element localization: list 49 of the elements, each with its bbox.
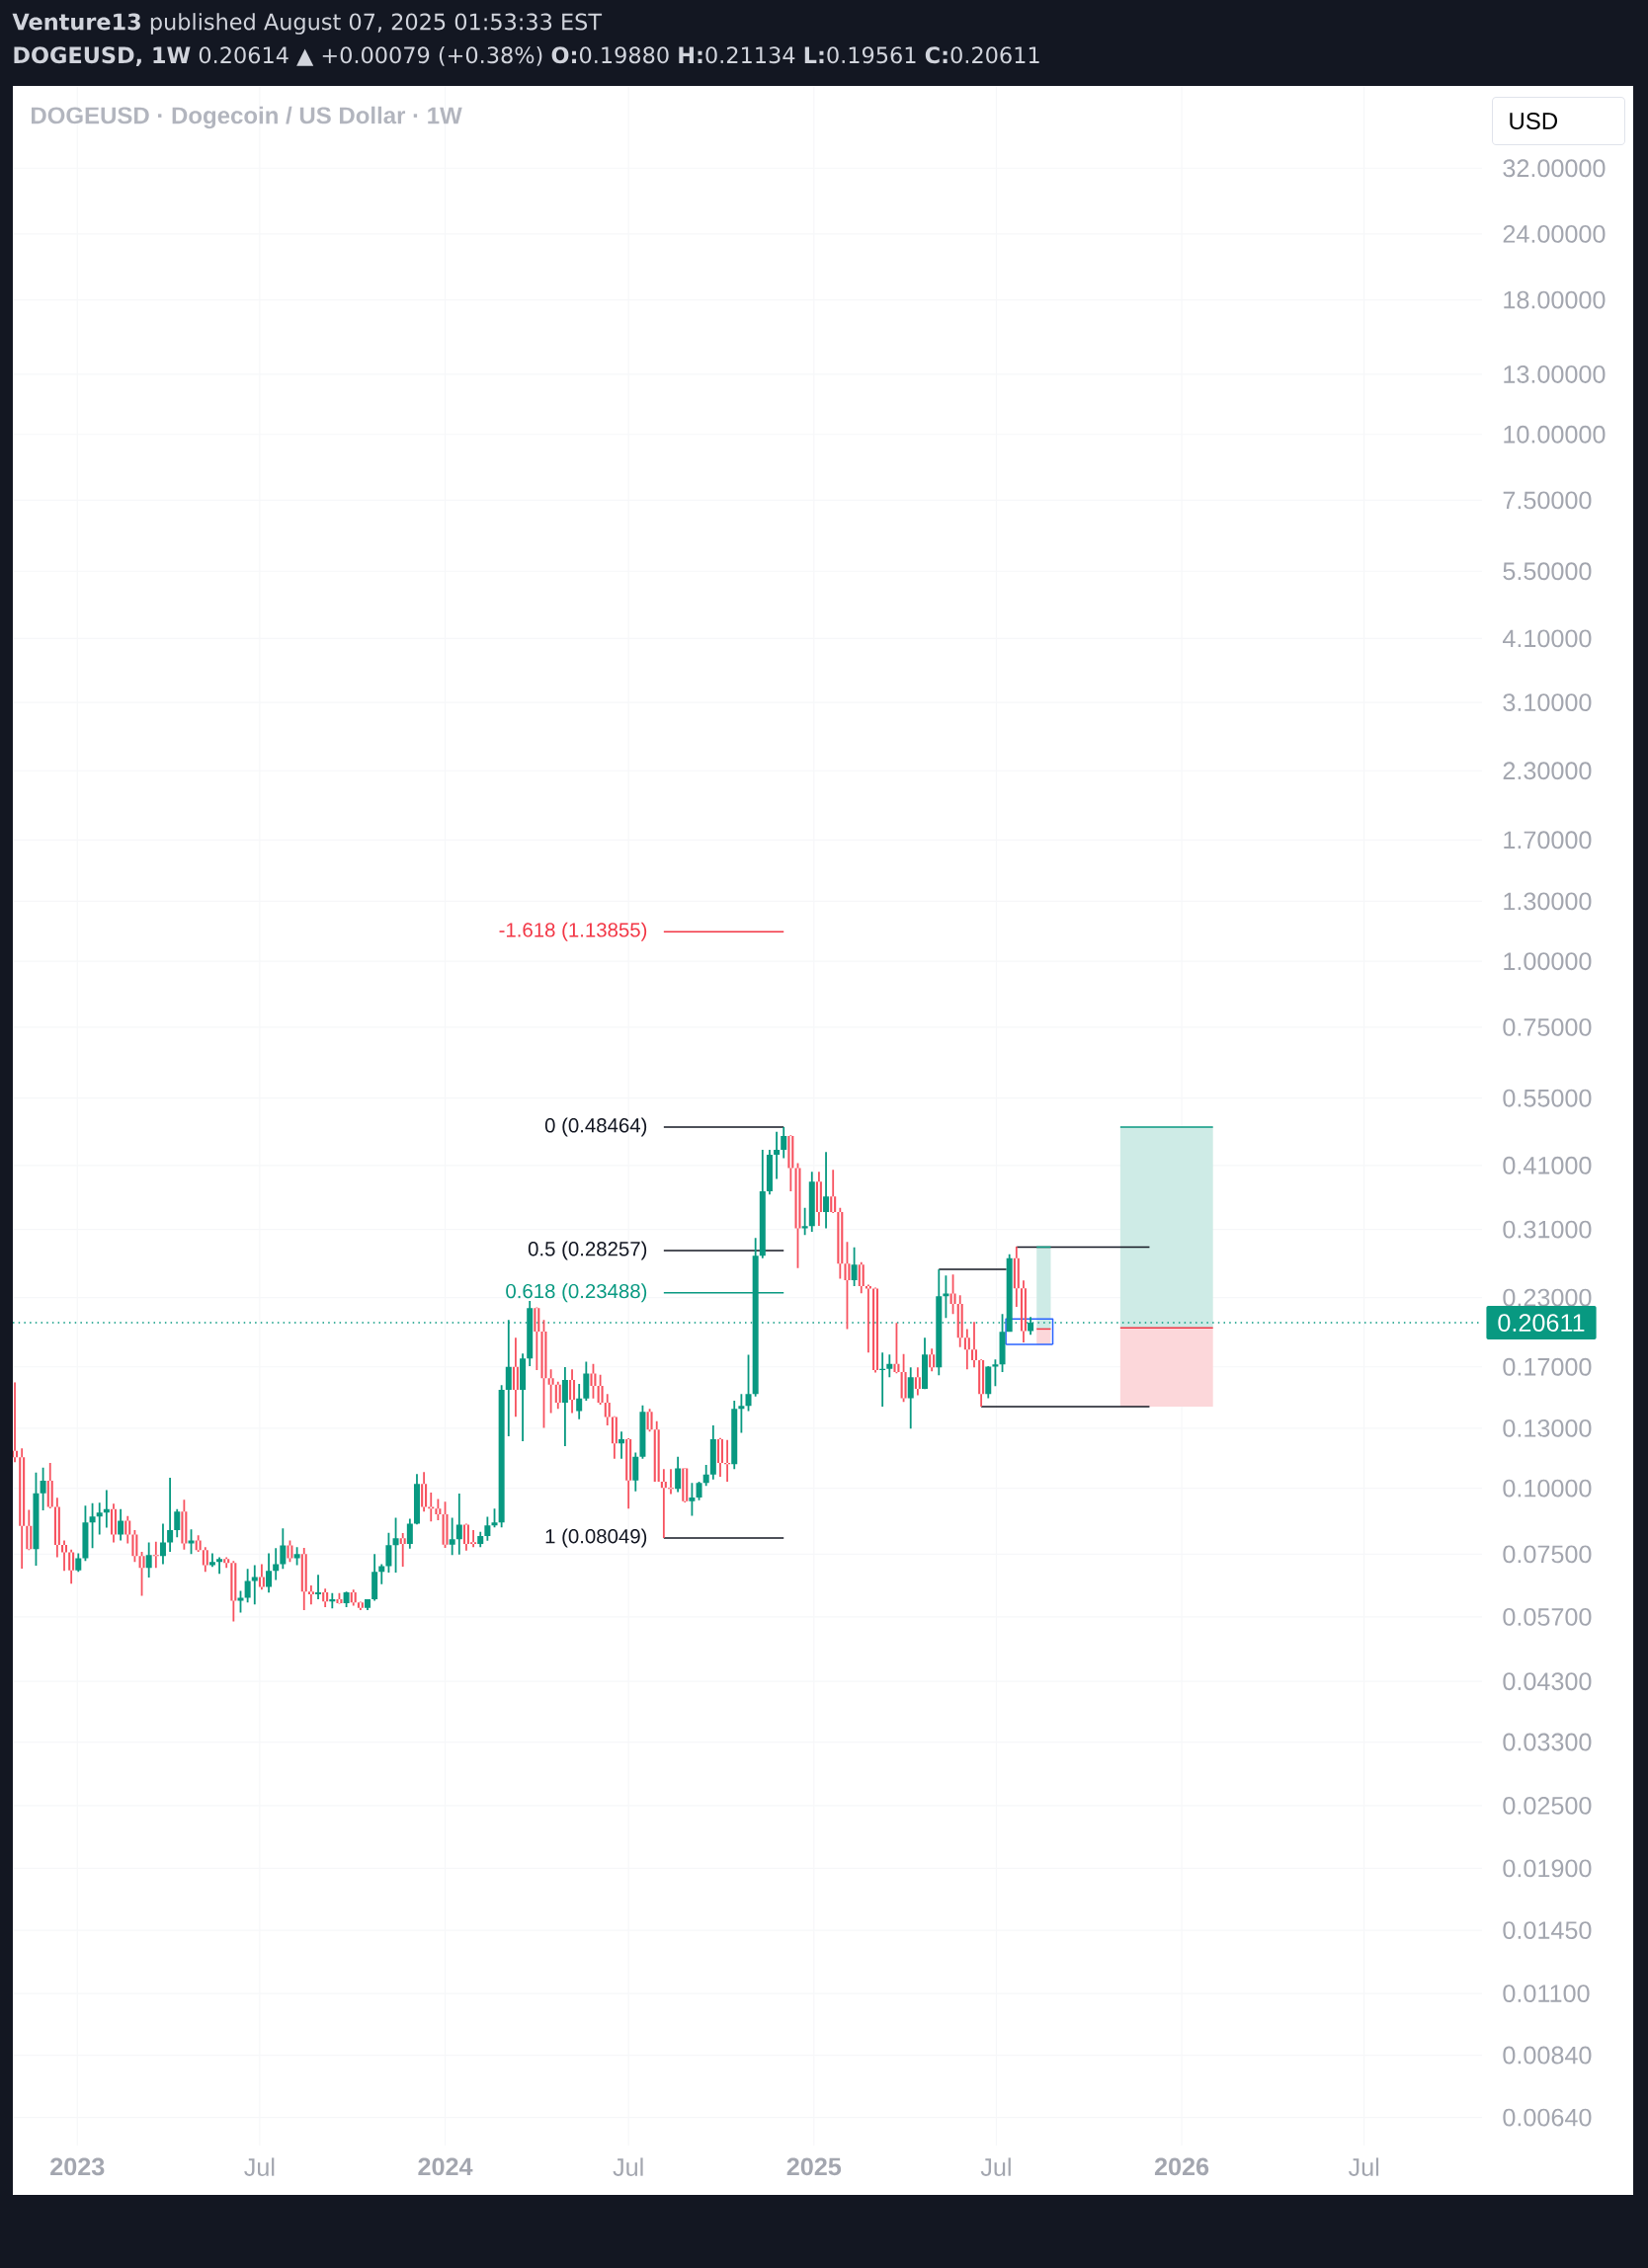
text: DOGEUSD, 1W 0.20614 ▲ +0.00079 (+0.38%) O:0.19880 H:0.21134 L:0.19561 C:0.20611	[14, 45, 1039, 67]
x-tick-label: 2026	[1154, 2157, 1209, 2176]
y-tick-label: 0.23000	[1503, 1288, 1592, 1307]
y-tick-label: 0.04300	[1503, 1672, 1592, 1691]
y-tick-label: 0.05700	[1503, 1607, 1592, 1626]
y-tick-label: 13.00000	[1504, 365, 1606, 383]
y-tick-label: 4.10000	[1502, 629, 1592, 648]
y-tick-label: 1.30000	[1504, 892, 1592, 911]
x-tick-label: Jul	[613, 2157, 643, 2176]
y-tick-label: 1.00000	[1504, 952, 1592, 971]
y-tick-label: 0.01450	[1503, 1921, 1592, 1939]
ref-line-label: 0.20611	[1498, 1314, 1585, 1333]
y-tick-label: 32.00000	[1503, 159, 1606, 178]
y-tick-label: 18.00000	[1504, 290, 1606, 309]
y-tick-label: 0.01900	[1503, 1859, 1592, 1878]
text: DOGEUSD · Dogecoin / US Dollar · 1W	[32, 106, 462, 129]
y-tick-label: 0.41000	[1503, 1156, 1592, 1174]
chart-subtitle: Venture13 published August 07, 2025 01:53:33 EST	[12, 13, 603, 35]
series-label: 1 (0.08049)	[545, 1528, 647, 1548]
y-tick-label: 0.13000	[1503, 1418, 1592, 1437]
y-tick-label: 3.10000	[1503, 693, 1592, 712]
y-tick-label: 0.00640	[1503, 2108, 1592, 2127]
y-tick-label: 10.00000	[1504, 425, 1606, 444]
y-tick-label: 0.00840	[1503, 2046, 1592, 2065]
series-label: 0 (0.48464)	[544, 1117, 647, 1137]
x-tick-label: 2025	[786, 2157, 842, 2176]
series-label: -1.618 (1.13855)	[499, 922, 647, 941]
y-tick-label: 5.50000	[1503, 562, 1592, 581]
y-tick-label: 2.30000	[1503, 762, 1592, 780]
y-tick-label: 0.75000	[1503, 1017, 1592, 1036]
x-tick-label: Jul	[244, 2157, 275, 2176]
y-tick-label: 0.31000	[1503, 1220, 1592, 1239]
y-tick-label: 0.07500	[1503, 1545, 1592, 1564]
y-tick-label: 0.17000	[1503, 1357, 1592, 1376]
y-tick-label: 0.55000	[1503, 1089, 1592, 1107]
x-tick-label: Jul	[980, 2157, 1011, 2176]
y-tick-label: 0.03300	[1503, 1733, 1592, 1751]
y-tick-label: 7.50000	[1503, 491, 1592, 510]
series-label: 0.618 (0.23488)	[506, 1283, 647, 1303]
y-tick-label: 0.10000	[1503, 1479, 1592, 1498]
y-tick-label: 0.01100	[1503, 1984, 1590, 2002]
y-tick-label: 0.02500	[1503, 1796, 1592, 1815]
y-axis-title: USD	[1510, 112, 1558, 129]
series-label: 0.5 (0.28257)	[528, 1241, 647, 1260]
y-tick-label: 24.00000	[1503, 224, 1606, 243]
x-tick-label: Jul	[1348, 2157, 1379, 2176]
x-tick-label: 2024	[418, 2157, 473, 2176]
y-tick-label: 1.70000	[1504, 831, 1592, 850]
x-tick-label: 2023	[50, 2157, 105, 2176]
